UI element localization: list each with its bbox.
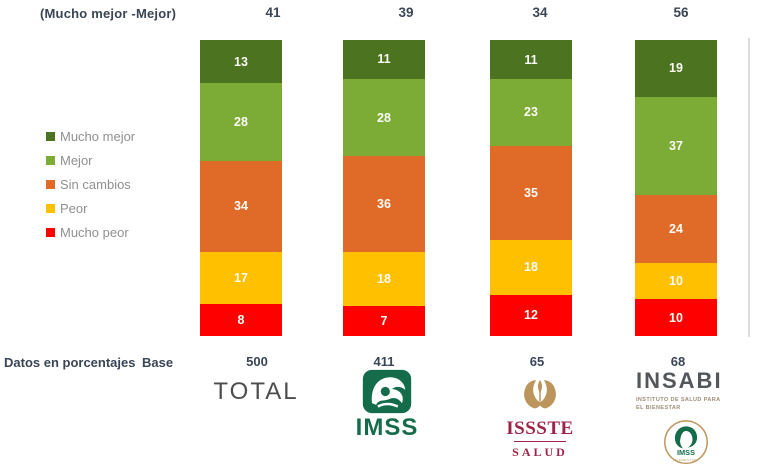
bar-segment-sin-cambios: 35: [490, 145, 572, 240]
segment-value-label: 12: [524, 308, 538, 323]
base-value: 65: [529, 354, 545, 369]
legend-label: Mucho peor: [60, 224, 129, 240]
top-total-value: 56: [673, 5, 689, 20]
issste-wordmark: ISSSTE: [506, 418, 574, 439]
percent-note: Datos en porcentajes: [4, 355, 136, 370]
segment-value-label: 7: [380, 314, 388, 329]
bar-segment-mucho-mejor: 19: [635, 40, 717, 97]
badge-imss-text: IMSS: [677, 448, 695, 457]
segment-value-label: 8: [237, 312, 245, 327]
bar-segment-sin-cambios: 24: [635, 194, 717, 263]
header-label: (Mucho mejor -Mejor): [40, 6, 177, 21]
top-total-value: 34: [532, 5, 548, 20]
legend-swatch-icon: [46, 203, 55, 213]
issste-divider: [514, 441, 566, 442]
insabi-logo: INSABI INSTITUTO DE SALUD PARA EL BIENES…: [636, 370, 736, 469]
insabi-wordmark: INSABI: [636, 368, 723, 393]
legend-swatch-icon: [46, 131, 55, 141]
legend-item-peor: Peor: [46, 200, 135, 216]
legend-swatch-icon: [46, 179, 55, 189]
legend-label: Mucho mejor: [60, 128, 136, 144]
plot-right-border: [748, 38, 750, 337]
segment-value-label: 18: [524, 260, 538, 275]
insabi-subtitle: INSTITUTO DE SALUD PARA EL BIENESTAR: [636, 396, 736, 413]
segment-value-label: 18: [377, 271, 391, 286]
bar-segment-mucho-mejor: 11: [343, 40, 425, 79]
segment-value-label: 34: [234, 199, 248, 214]
legend-item-mucho-mejor: Mucho mejor: [46, 128, 136, 144]
imss-bienestar-badge-icon: IMSS BIENESTAR: [664, 419, 708, 464]
legend-label: Mejor: [60, 152, 93, 168]
legend-swatch-icon: [46, 227, 55, 237]
issste-logo: ISSSTE SALUD: [500, 374, 580, 458]
bar-segment-mucho-mejor: 11: [490, 40, 572, 80]
legend-label: Sin cambios: [60, 176, 131, 192]
stacked-bar-imss: 11 28 36 18 7: [343, 40, 425, 336]
legend-swatch-icon: [46, 155, 55, 165]
imss-wordmark: IMSS: [355, 414, 419, 441]
bar-segment-mejor: 37: [635, 96, 717, 195]
stacked-bar-insabi: 19 37 24 10 10: [635, 40, 717, 336]
bar-segment-mucho-peor: 10: [635, 299, 717, 336]
issste-salud-label: SALUD: [512, 445, 568, 459]
base-label: Base: [142, 355, 174, 370]
segment-value-label: 35: [524, 185, 538, 200]
base-value: 500: [246, 354, 268, 369]
base-value: 68: [670, 354, 686, 369]
segment-value-label: 11: [524, 52, 538, 67]
bar-segment-mucho-peor: 12: [490, 294, 572, 336]
insabi-subtitle-line1: INSTITUTO DE SALUD PARA: [636, 397, 721, 403]
segment-value-label: 28: [234, 115, 248, 130]
segment-value-label: 23: [524, 105, 538, 120]
imss-logo: IMSS: [347, 369, 427, 440]
imss-eagle-icon: [362, 369, 412, 414]
top-total-value: 39: [398, 5, 414, 20]
segment-value-label: 19: [669, 61, 683, 76]
badge-bienestar-text: BIENESTAR: [675, 458, 698, 462]
bar-segment-peor: 18: [343, 251, 425, 307]
segment-value-label: 24: [669, 221, 683, 236]
stacked-bar-issste-salud: 11 23 35 18 12: [490, 40, 572, 336]
bar-segment-mucho-mejor: 13: [200, 40, 282, 84]
bar-segment-mucho-peor: 8: [200, 303, 282, 336]
bar-segment-peor: 10: [635, 262, 717, 300]
segment-value-label: 17: [234, 270, 248, 285]
segment-value-label: 37: [669, 138, 683, 153]
bar-segment-sin-cambios: 36: [343, 156, 425, 252]
segment-value-label: 10: [669, 310, 683, 325]
segment-value-label: 28: [377, 110, 391, 125]
issste-hands-icon: [524, 380, 556, 409]
category-label-total: TOTAL: [213, 378, 299, 405]
legend-item-sin-cambios: Sin cambios: [46, 176, 135, 192]
segment-value-label: 11: [377, 52, 391, 67]
base-value: 411: [373, 354, 395, 369]
insabi-subtitle-line2: EL BIENESTAR: [636, 405, 681, 412]
legend-label: Peor: [60, 200, 88, 216]
legend-item-mucho-peor: Mucho peor: [46, 224, 135, 240]
legend-item-mejor: Mejor: [46, 152, 135, 168]
bar-segment-sin-cambios: 34: [200, 160, 282, 252]
stacked-bar-total: 13 28 34 17 8: [200, 40, 282, 336]
segment-value-label: 10: [669, 274, 683, 289]
bar-segment-mejor: 28: [200, 83, 282, 161]
top-total-value: 41: [265, 5, 281, 20]
segment-value-label: 13: [234, 54, 248, 69]
bar-segment-mejor: 23: [490, 79, 572, 146]
bar-segment-mucho-peor: 7: [343, 306, 425, 336]
segment-value-label: 36: [377, 196, 391, 211]
bar-segment-peor: 18: [490, 239, 572, 295]
bar-segment-peor: 17: [200, 251, 282, 304]
legend: Mucho mejor Mejor Sin cambios Peor Mucho peo…: [46, 129, 135, 249]
bar-segment-mejor: 28: [343, 78, 425, 157]
